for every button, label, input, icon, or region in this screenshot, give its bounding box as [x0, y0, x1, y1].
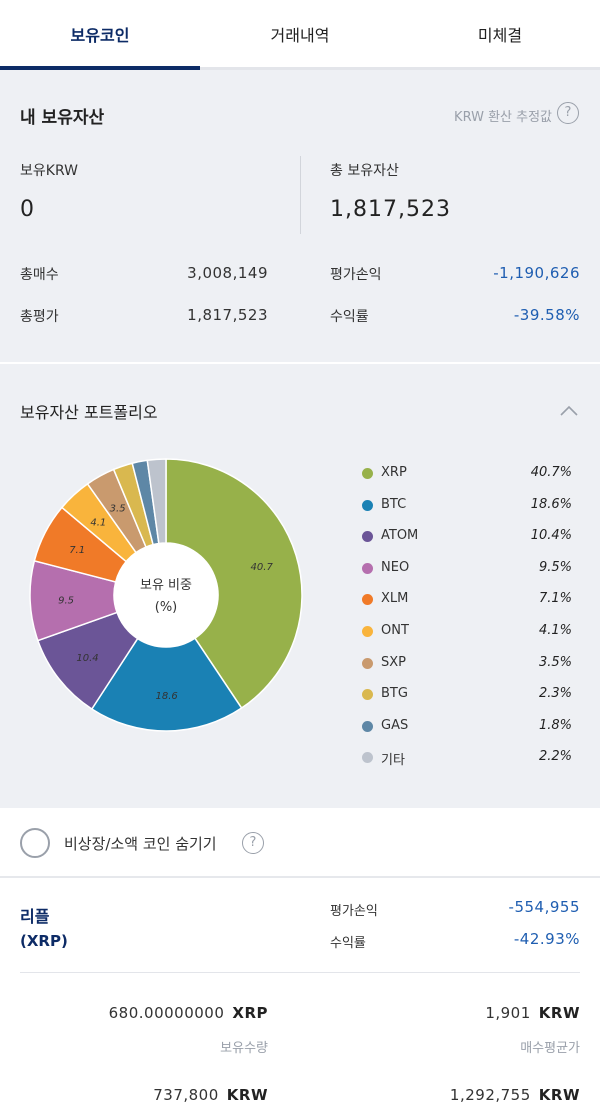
legend-color-dot: [362, 626, 373, 637]
assets-title: 내 보유자산: [20, 108, 105, 128]
legend-percentage: 3.5%: [538, 654, 572, 670]
krw-estimate-note: KRW 환산 추정값: [454, 110, 552, 125]
legend-label: GAS: [381, 717, 409, 733]
pnl-value: -1,190,626: [493, 264, 580, 282]
legend-percentage: 9.5%: [538, 559, 572, 575]
help-icon[interactable]: ?: [557, 102, 579, 124]
legend-item-기타: 기타 2.2%: [362, 748, 572, 768]
pie-slice-label: 40.7: [251, 562, 274, 573]
legend-color-dot: [362, 594, 373, 606]
coin-buy-amount: 1,292,755 KRW: [449, 1086, 580, 1104]
legend-color-dot: [362, 468, 373, 479]
hide-small-coins-row: 비상장/소액 코인 숨기기 ?: [0, 808, 600, 878]
legend-color-dot: [362, 657, 373, 669]
legend-label: SXP: [381, 654, 406, 670]
legend-label: XLM: [381, 591, 409, 607]
donut-center-unit: (%): [155, 600, 178, 615]
legend-label: 기타: [381, 753, 405, 769]
coin-card-xrp[interactable]: 리플 (XRP) 평가손익 -554,955 수익률 -42.93% 680.0…: [0, 880, 600, 1116]
coin-quantity-label: 보유수량: [220, 1041, 268, 1056]
legend-item-NEO: NEO 9.5%: [362, 559, 572, 579]
legend-color-dot: [362, 689, 373, 701]
return-rate-label: 수익률: [330, 309, 369, 325]
coin-pnl-value: -554,955: [508, 898, 580, 916]
pie-slice-label: 4.1: [90, 517, 106, 528]
legend-label: ONT: [381, 623, 409, 638]
help-icon[interactable]: ?: [242, 832, 264, 854]
donut-center: [114, 543, 218, 647]
legend-percentage: 10.4%: [530, 528, 572, 544]
coin-rate-label: 수익률: [330, 936, 366, 951]
tab-holdings[interactable]: 보유코인: [70, 26, 130, 45]
legend-percentage: 1.8%: [538, 717, 572, 733]
pie-slice-label: 18.6: [155, 691, 177, 702]
tab-pending[interactable]: 미체결: [477, 26, 523, 45]
my-assets-section: 내 보유자산 KRW 환산 추정값 ? 보유KRW 0 총 보유자산 1,817…: [0, 70, 600, 362]
legend-color-dot: [362, 720, 373, 732]
coin-rate-value: -42.93%: [513, 930, 580, 948]
legend-color-dot: [362, 499, 373, 511]
portfolio-section: 보유자산 포트폴리오 40.7 18.6 10.4 9.5 7.1 4.1 3.5 보유 비중…: [0, 364, 600, 808]
section-divider: [0, 362, 600, 364]
total-eval-label: 총평가: [20, 309, 59, 325]
legend-percentage: 18.6%: [530, 496, 572, 512]
legend-label: NEO: [381, 559, 410, 575]
legend-item-BTC: BTC 18.6%: [362, 496, 572, 516]
legend-item-ONT: ONT 4.1%: [362, 622, 572, 642]
legend-color-dot: [362, 752, 373, 764]
coin-pnl-label: 평가손익: [330, 904, 378, 919]
legend-label: BTC: [381, 496, 407, 512]
chevron-up-icon[interactable]: [560, 402, 578, 420]
coin-name: 리플: [20, 907, 50, 926]
total-buy-label: 총매수: [20, 267, 59, 283]
coin-avg-price-label: 매수평균가: [520, 1041, 580, 1056]
legend-item-ATOM: ATOM 10.4%: [362, 527, 572, 547]
coin-quantity: 680.00000000 XRP: [108, 1004, 268, 1022]
legend-color-dot: [362, 531, 373, 543]
total-eval-value: 1,817,523: [187, 306, 268, 324]
coin-symbol: (XRP): [20, 932, 68, 950]
held-krw-label: 보유KRW: [20, 163, 78, 179]
pie-slice-label: 3.5: [110, 503, 126, 514]
legend-percentage: 2.2%: [538, 749, 572, 765]
legend-item-XLM: XLM 7.1%: [362, 590, 572, 610]
pie-slice-label: 10.4: [76, 653, 98, 664]
portfolio-donut-chart: 40.7 18.6 10.4 9.5 7.1 4.1 3.5 보유 비중 (%): [29, 458, 303, 732]
tab-bar: 보유코인 거래내역 미체결: [0, 0, 600, 70]
legend-label: ATOM: [381, 528, 419, 544]
coin-avg-price: 1,901 KRW: [485, 1004, 580, 1022]
portfolio-title: 보유자산 포트폴리오: [20, 403, 158, 422]
legend-percentage: 7.1%: [538, 591, 572, 607]
legend-item-XRP: XRP 40.7%: [362, 464, 572, 484]
donut-center-title: 보유 비중: [140, 578, 192, 593]
divider: [300, 156, 301, 234]
tab-history[interactable]: 거래내역: [270, 26, 330, 45]
total-assets-value: 1,817,523: [330, 197, 451, 222]
coin-eval-amount: 737,800 KRW: [153, 1086, 268, 1104]
total-assets-label: 총 보유자산: [330, 163, 399, 179]
legend-label: BTG: [381, 686, 408, 702]
active-tab-indicator: [0, 66, 200, 70]
pie-slice-label: 9.5: [58, 595, 74, 606]
legend-item-SXP: SXP 3.5%: [362, 654, 572, 674]
return-rate-value: -39.58%: [513, 306, 580, 324]
legend-item-GAS: GAS 1.8%: [362, 717, 572, 737]
legend-percentage: 4.1%: [538, 623, 572, 638]
pie-slice-label: 7.1: [69, 545, 85, 556]
legend-percentage: 2.3%: [538, 686, 572, 702]
hide-small-coins-label[interactable]: 비상장/소액 코인 숨기기: [64, 835, 217, 853]
pnl-label: 평가손익: [330, 267, 382, 283]
hide-small-coins-radio[interactable]: [20, 828, 50, 858]
legend-color-dot: [362, 562, 373, 574]
total-buy-value: 3,008,149: [187, 264, 268, 282]
legend-item-BTG: BTG 2.3%: [362, 685, 572, 705]
coin-divider: [20, 972, 580, 973]
legend-percentage: 40.7%: [530, 465, 572, 480]
legend-label: XRP: [381, 465, 407, 480]
held-krw-value: 0: [20, 197, 35, 222]
